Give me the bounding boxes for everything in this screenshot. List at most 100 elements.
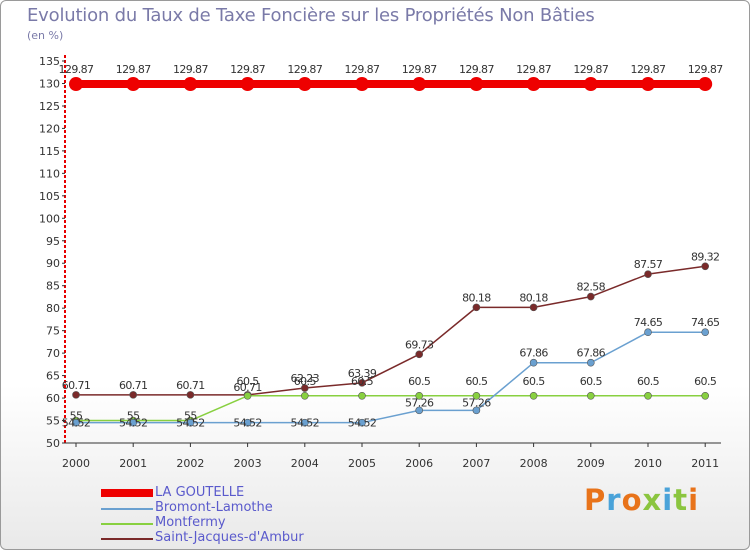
legend-label-la-goutelle: LA GOUTELLE [155, 485, 245, 500]
data-point-la-goutelle [355, 77, 369, 92]
data-label-montfermy: 55 [184, 410, 197, 423]
data-label-montfermy: 60.5 [465, 375, 488, 388]
data-point-saint-jacques-d-ambur [72, 391, 80, 399]
data-label-montfermy: 60.5 [637, 375, 660, 388]
data-point-montfermy [415, 392, 424, 400]
data-point-saint-jacques-d-ambur [586, 292, 595, 301]
data-label-montfermy: 55 [127, 410, 140, 423]
x-tick-label: 2005 [348, 457, 376, 470]
legend-label-montfermy: Montfermy [155, 515, 226, 530]
data-point-bromont-lamothe [529, 358, 538, 367]
data-label-la-goutelle: 129.87 [516, 63, 551, 76]
data-label-montfermy: 60.5 [408, 375, 431, 388]
data-label-bromont-lamothe: 54.52 [291, 417, 320, 430]
data-point-saint-jacques-d-ambur [415, 350, 424, 359]
legend-swatch-bromont-lamothe [101, 508, 153, 510]
data-label-bromont-lamothe: 67.86 [577, 347, 606, 360]
x-tick-label: 2004 [291, 457, 319, 470]
x-tick-label: 2011 [691, 457, 719, 470]
data-point-la-goutelle [297, 77, 312, 92]
data-label-montfermy: 55 [70, 410, 83, 423]
series-line-saint-jacques-d-ambur [76, 265, 706, 396]
y-tick-label: 95 [46, 235, 60, 248]
data-point-bromont-lamothe [129, 418, 137, 427]
data-label-la-goutelle: 129.87 [116, 63, 151, 76]
legend-swatch-montfermy [101, 523, 153, 525]
data-label-montfermy: 60.5 [294, 375, 317, 388]
y-tick-label: 100 [39, 212, 60, 225]
data-label-montfermy: 60.5 [580, 375, 603, 388]
data-label-saint-jacques-d-ambur: 80.18 [519, 291, 548, 304]
y-tick-label: 105 [39, 190, 60, 203]
data-point-bromont-lamothe [415, 406, 424, 415]
y-tick-label: 135 [39, 55, 60, 68]
data-point-la-goutelle [69, 77, 83, 92]
logo-letter: i [662, 483, 674, 517]
x-tick-label: 2003 [234, 457, 262, 470]
data-label-saint-jacques-d-ambur: 80.18 [462, 291, 491, 304]
data-label-bromont-lamothe: 74.65 [634, 316, 663, 329]
data-label-la-goutelle: 129.87 [173, 63, 208, 76]
data-point-bromont-lamothe [701, 328, 710, 337]
data-point-saint-jacques-d-ambur [701, 262, 710, 271]
data-label-montfermy: 60.5 [351, 375, 374, 388]
data-point-saint-jacques-d-ambur [186, 391, 195, 399]
data-point-bromont-lamothe [186, 418, 195, 427]
data-label-saint-jacques-d-ambur: 60.71 [62, 379, 91, 392]
data-label-la-goutelle: 129.87 [459, 63, 494, 76]
data-label-bromont-lamothe: 74.65 [691, 316, 720, 329]
data-label-montfermy: 60.5 [523, 375, 546, 388]
logo-letter: i [688, 483, 700, 517]
y-unit-label: (en %) [27, 29, 64, 42]
logo-letter: o [621, 483, 643, 517]
data-label-bromont-lamothe: 57.26 [462, 396, 491, 409]
data-label-bromont-lamothe: 54.52 [233, 417, 262, 430]
data-point-saint-jacques-d-ambur [300, 384, 309, 392]
y-tick-label: 115 [39, 145, 60, 158]
data-label-saint-jacques-d-ambur: 60.71 [176, 379, 205, 392]
x-tick-label: 2006 [405, 457, 433, 470]
data-label-montfermy: 60.5 [694, 375, 717, 388]
data-point-montfermy [644, 392, 652, 400]
data-label-saint-jacques-d-ambur: 60.71 [119, 379, 148, 392]
chart-title: Evolution du Taux de Taxe Foncière sur l… [27, 5, 595, 26]
data-point-la-goutelle [698, 77, 713, 92]
y-tick-label: 60 [46, 392, 60, 405]
y-tick-label: 50 [46, 437, 60, 450]
y-tick-label: 65 [46, 370, 60, 383]
y-tick-label: 70 [46, 347, 60, 360]
data-point-la-goutelle [526, 77, 541, 92]
data-point-montfermy [300, 392, 309, 400]
x-tick-label: 2002 [176, 457, 204, 470]
legend-swatch-saint-jacques-d-ambur [101, 538, 153, 540]
data-point-la-goutelle [583, 77, 598, 92]
data-label-bromont-lamothe: 54.52 [62, 417, 91, 430]
y-tick-label: 125 [39, 100, 60, 113]
data-label-saint-jacques-d-ambur: 87.57 [634, 258, 663, 271]
x-tick-label: 2000 [62, 457, 90, 470]
data-point-saint-jacques-d-ambur [644, 270, 652, 278]
data-point-bromont-lamothe [644, 328, 652, 337]
y-tick-label: 120 [39, 122, 60, 135]
data-label-la-goutelle: 129.87 [287, 63, 322, 76]
data-point-bromont-lamothe [586, 358, 595, 367]
data-label-bromont-lamothe: 54.52 [119, 417, 148, 430]
x-tick-label: 2007 [462, 457, 490, 470]
data-point-saint-jacques-d-ambur [358, 379, 366, 387]
data-point-bromont-lamothe [358, 418, 366, 427]
data-label-bromont-lamothe: 54.52 [348, 417, 377, 430]
data-label-saint-jacques-d-ambur: 63.39 [348, 367, 377, 380]
data-label-la-goutelle: 129.87 [688, 63, 723, 76]
data-point-montfermy [472, 392, 481, 400]
data-label-bromont-lamothe: 67.86 [519, 347, 548, 360]
y-tick-label: 80 [46, 302, 60, 315]
data-label-la-goutelle: 129.87 [59, 63, 94, 76]
data-point-saint-jacques-d-ambur [472, 303, 481, 312]
y-tick-label: 75 [46, 325, 60, 338]
data-label-la-goutelle: 129.87 [573, 63, 608, 76]
data-point-la-goutelle [469, 77, 484, 92]
data-label-la-goutelle: 129.87 [402, 63, 437, 76]
data-label-saint-jacques-d-ambur: 60.71 [233, 381, 262, 394]
